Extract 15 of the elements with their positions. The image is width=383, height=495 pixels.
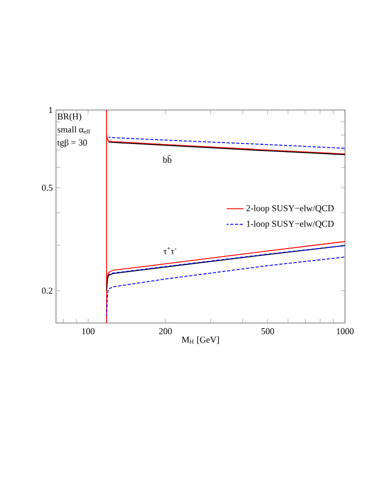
y-tick-label: 1 [49, 107, 52, 113]
annotation: tgβ = 30 [57, 139, 87, 148]
y-tick-label: 0.5 [42, 184, 52, 191]
annotation: τ$^{+}$τ$^{-}$ [164, 246, 176, 254]
annotation: small α$_{eff}$ [58, 126, 90, 134]
x-tick-label: 200 [159, 328, 172, 334]
legend-label: 1-loop SUSY−elw/QCD [246, 220, 334, 229]
x-tick-label: 1000 [336, 328, 354, 334]
x-tick-label: 100 [82, 328, 95, 334]
legend-label: 2-loop SUSY−elw/QCD [246, 204, 334, 214]
annotation: bb̄ [162, 155, 172, 163]
annotation: BR(H) [57, 113, 82, 122]
x-axis-title: M$_{H}$ [GeV] [182, 336, 219, 344]
x-tick-label: 500 [261, 328, 274, 334]
y-tick-label: 0.2 [42, 288, 52, 294]
